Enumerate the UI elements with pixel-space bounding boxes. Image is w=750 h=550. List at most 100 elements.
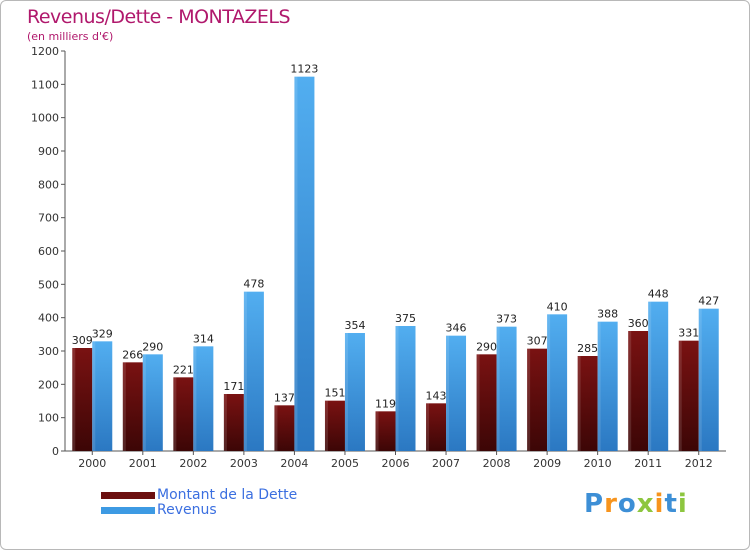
legend-label-dette: Montant de la Dette [157,487,298,503]
y-tick-label: 600 [38,245,59,258]
chart-subtitle: (en milliers d'€) [27,30,114,43]
y-tick-label: 1200 [31,45,59,58]
data-label-revenus: 329 [92,327,113,340]
bar-revenus [698,308,719,451]
y-tick-label: 700 [38,212,59,225]
bar-highlight [476,354,480,451]
bar-highlight [274,405,278,451]
data-label-dette: 331 [678,327,699,340]
data-label-revenus: 290 [142,340,163,353]
bar-highlight [648,301,652,451]
bar-revenus [344,333,365,451]
bar-highlight [426,403,430,451]
logo-letter: i [677,489,688,519]
data-label-dette: 119 [375,397,396,410]
legend-item-revenus: Revenus [101,502,217,518]
data-label-dette: 171 [223,380,244,393]
bar-dette [628,331,649,451]
bar-revenus [142,354,163,451]
bar-highlight [72,348,76,451]
bar-highlight [142,354,146,451]
data-label-revenus: 478 [243,278,264,291]
bar-dette [274,405,295,451]
logo-letter: r [604,489,618,519]
x-tick-label: 2011 [634,457,662,470]
x-tick-label: 2012 [685,457,713,470]
y-tick-label: 900 [38,145,59,158]
y-tick-label: 500 [38,278,59,291]
bar-revenus [294,76,315,452]
bar-highlight [324,400,328,451]
bar-highlight [577,356,581,451]
proxiti-logo: Proxiti [584,489,688,519]
x-tick-label: 2002 [179,457,207,470]
bar-highlight [375,411,379,451]
x-tick-label: 2006 [382,457,410,470]
data-label-dette: 221 [173,363,194,376]
legend-swatch-dette [101,491,155,499]
bar-highlight [698,308,702,451]
data-label-dette: 307 [527,335,548,348]
data-label-revenus: 314 [193,332,214,345]
logo-letter: i [654,489,665,519]
x-tick-label: 2003 [230,457,258,470]
bar-highlight [294,76,298,452]
data-label-revenus: 375 [395,312,416,325]
data-label-dette: 143 [426,389,447,402]
y-tick-label: 200 [38,378,59,391]
bar-highlight [173,377,177,451]
data-label-revenus: 388 [597,308,618,321]
y-tick-label: 400 [38,312,59,325]
bar-dette [476,354,497,451]
y-tick-label: 800 [38,178,59,191]
bar-dette [72,348,93,451]
logo-letter: x [636,489,655,519]
x-tick-label: 2000 [78,457,106,470]
data-label-revenus: 410 [547,300,568,313]
y-tick-label: 100 [38,412,59,425]
bar-highlight [597,321,601,451]
legend-swatch-revenus [101,506,155,514]
bar-highlight [92,341,96,451]
bar-dette [173,377,194,451]
bar-highlight [122,362,126,451]
data-label-dette: 360 [628,317,649,330]
logo-letter: o [617,489,637,519]
bar-dette [577,356,598,451]
chart-bars [72,76,719,452]
data-label-revenus: 346 [446,322,467,335]
chart-data-labels: 3093292662902213141714781371123151354119… [72,63,719,411]
x-tick-label: 2008 [483,457,511,470]
y-tick-label: 0 [52,445,59,458]
data-label-dette: 290 [476,340,497,353]
data-label-dette: 309 [72,334,93,347]
y-tick-label: 300 [38,345,59,358]
bar-revenus [446,335,467,451]
logo-letter: P [584,489,605,519]
x-tick-label: 2010 [584,457,612,470]
bar-highlight [193,346,197,451]
chart-title: Revenus/Dette - MONTAZELS [27,6,291,28]
bar-highlight [678,340,682,451]
bar-dette [223,394,244,451]
data-label-revenus: 354 [344,319,365,332]
y-tick-label: 1000 [31,112,59,125]
bar-highlight [496,326,500,451]
bar-dette [324,400,345,451]
x-tick-label: 2007 [432,457,460,470]
bar-highlight [446,335,450,451]
bar-dette [375,411,396,451]
x-tick-label: 2005 [331,457,359,470]
bar-highlight [223,394,227,451]
bar-revenus [496,326,517,451]
bar-dette [527,348,548,451]
bar-revenus [648,301,669,451]
data-label-dette: 285 [577,342,598,355]
legend-item-dette: Montant de la Dette [101,487,297,503]
legend-label-revenus: Revenus [157,502,217,518]
bar-dette [678,340,699,451]
bar-dette [122,362,143,451]
y-tick-label: 1100 [31,78,59,91]
data-label-revenus: 427 [698,295,719,308]
